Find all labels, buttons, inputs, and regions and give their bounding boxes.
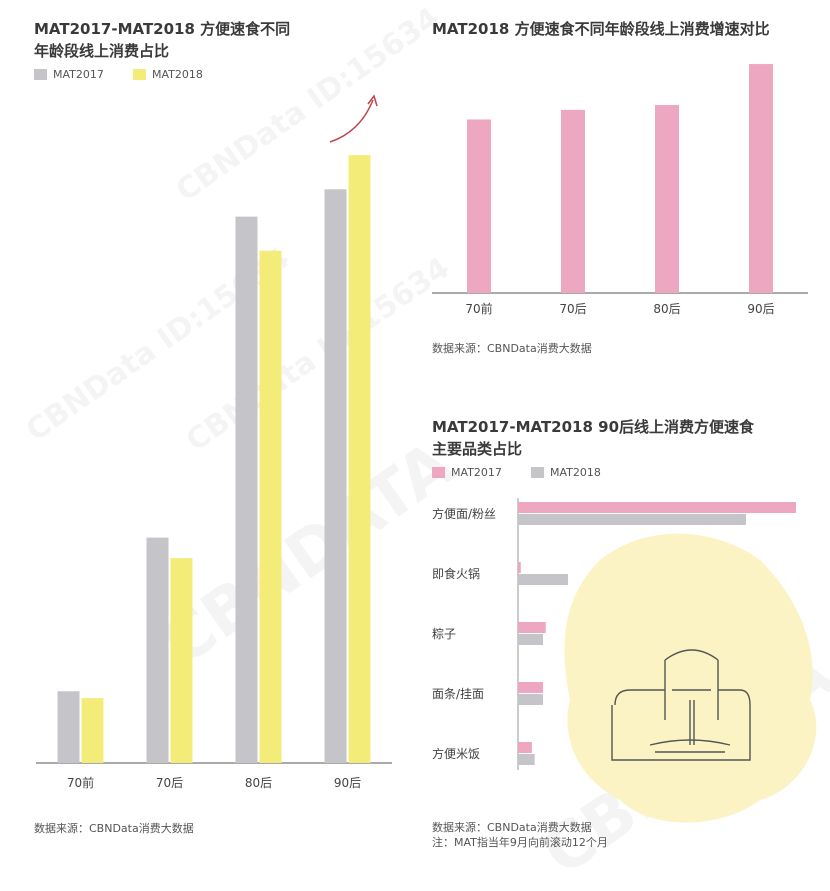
noodles-illustration bbox=[689, 700, 695, 745]
top-right-chart-title: MAT2018 方便速食不同年龄段线上消费增速对比 bbox=[432, 20, 770, 38]
bar-MAT2018-70前 bbox=[81, 698, 104, 763]
bottom-right-chart-title-line2: 主要品类占比 bbox=[432, 440, 523, 458]
bar-MAT2018-90后 bbox=[348, 155, 371, 763]
y-tick-label: 方便面/粉丝 bbox=[432, 506, 496, 521]
bar-MAT2017-面条/挂面 bbox=[518, 682, 544, 693]
left-chart-title-line1: MAT2017-MAT2018 方便速食不同 bbox=[34, 20, 291, 38]
table-illustration bbox=[611, 689, 751, 761]
y-tick-label: 即食火锅 bbox=[432, 566, 480, 581]
left-chart-title: MAT2017-MAT2018 方便速食不同 年龄段线上消费占比 bbox=[34, 18, 290, 62]
bar-MAT2018-70后 bbox=[170, 558, 193, 763]
bottom-right-chart-title-line1: MAT2017-MAT2018 90后线上消费方便速食 bbox=[432, 418, 755, 436]
bar-MAT2017-即食火锅 bbox=[518, 562, 521, 573]
bar-MAT2018-面条/挂面 bbox=[518, 694, 544, 705]
x-tick-label: 70后 bbox=[559, 302, 586, 316]
legend-swatch-yellow bbox=[133, 69, 146, 80]
y-tick-label: 面条/挂面 bbox=[432, 687, 484, 701]
y-tick-label: 方便米饭 bbox=[432, 746, 480, 761]
growth-arrow bbox=[329, 99, 374, 143]
bar-MAT2018-粽子 bbox=[518, 634, 544, 645]
bar-MAT2017-粽子 bbox=[518, 622, 546, 633]
bottom-right-chart-title: MAT2017-MAT2018 90后线上消费方便速食 主要品类占比 bbox=[432, 416, 754, 460]
bar-MAT2017-70前 bbox=[57, 691, 80, 763]
left-chart-title-line2: 年龄段线上消费占比 bbox=[34, 42, 170, 60]
x-tick-label: 90后 bbox=[747, 302, 774, 316]
bar-MAT2017-90后 bbox=[324, 189, 347, 763]
bar-MAT2017-80后 bbox=[235, 216, 258, 764]
bar-MAT2017-方便米饭 bbox=[518, 742, 532, 753]
bar-70前 bbox=[467, 119, 491, 293]
legend-swatch-pink bbox=[432, 467, 445, 478]
bottom-right-legend-item-2018: MAT2018 bbox=[531, 466, 601, 479]
bar-MAT2017-70后 bbox=[146, 537, 169, 763]
legend-swatch-gray bbox=[34, 69, 47, 80]
bottom-right-chart-source: 数据来源：CBNData消费大数据 注：MAT指当年9月向前滚动12个月 bbox=[432, 820, 608, 850]
legend-label: MAT2018 bbox=[550, 466, 601, 479]
left-legend-item-2017: MAT2017 bbox=[34, 68, 104, 81]
legend-swatch-gray bbox=[531, 467, 544, 478]
x-tick-label: 70前 bbox=[465, 301, 492, 316]
bottom-right-legend-item-2017: MAT2017 bbox=[432, 466, 502, 479]
left-legend-item-2018: MAT2018 bbox=[133, 68, 203, 81]
x-tick-label: 70前 bbox=[67, 775, 94, 790]
bar-70后 bbox=[561, 109, 585, 293]
bar-MAT2018-方便面/粉丝 bbox=[518, 514, 746, 525]
x-tick-label: 70后 bbox=[156, 776, 183, 790]
bar-90后 bbox=[749, 64, 773, 293]
bar-MAT2018-方便米饭 bbox=[518, 754, 535, 765]
bar-80后 bbox=[655, 105, 679, 294]
illustration-blob bbox=[564, 533, 817, 823]
bar-MAT2017-方便面/粉丝 bbox=[518, 502, 796, 513]
legend-label: MAT2017 bbox=[451, 466, 502, 479]
top-right-chart-source: 数据来源：CBNData消费大数据 bbox=[432, 342, 592, 355]
bar-MAT2018-即食火锅 bbox=[518, 574, 569, 585]
y-tick-label: 粽子 bbox=[432, 626, 456, 641]
bottom-right-source-line1: 数据来源：CBNData消费大数据 bbox=[432, 821, 592, 834]
legend-label: MAT2017 bbox=[53, 68, 104, 81]
x-tick-label: 80后 bbox=[245, 776, 272, 790]
bottom-right-source-line2: 注：MAT指当年9月向前滚动12个月 bbox=[432, 836, 608, 849]
left-chart-source: 数据来源：CBNData消费大数据 bbox=[34, 822, 194, 835]
x-tick-label: 90后 bbox=[334, 776, 361, 790]
growth-arrow-head bbox=[367, 94, 378, 107]
x-tick-label: 80后 bbox=[653, 302, 680, 316]
legend-label: MAT2018 bbox=[152, 68, 203, 81]
bar-MAT2018-80后 bbox=[259, 250, 282, 763]
